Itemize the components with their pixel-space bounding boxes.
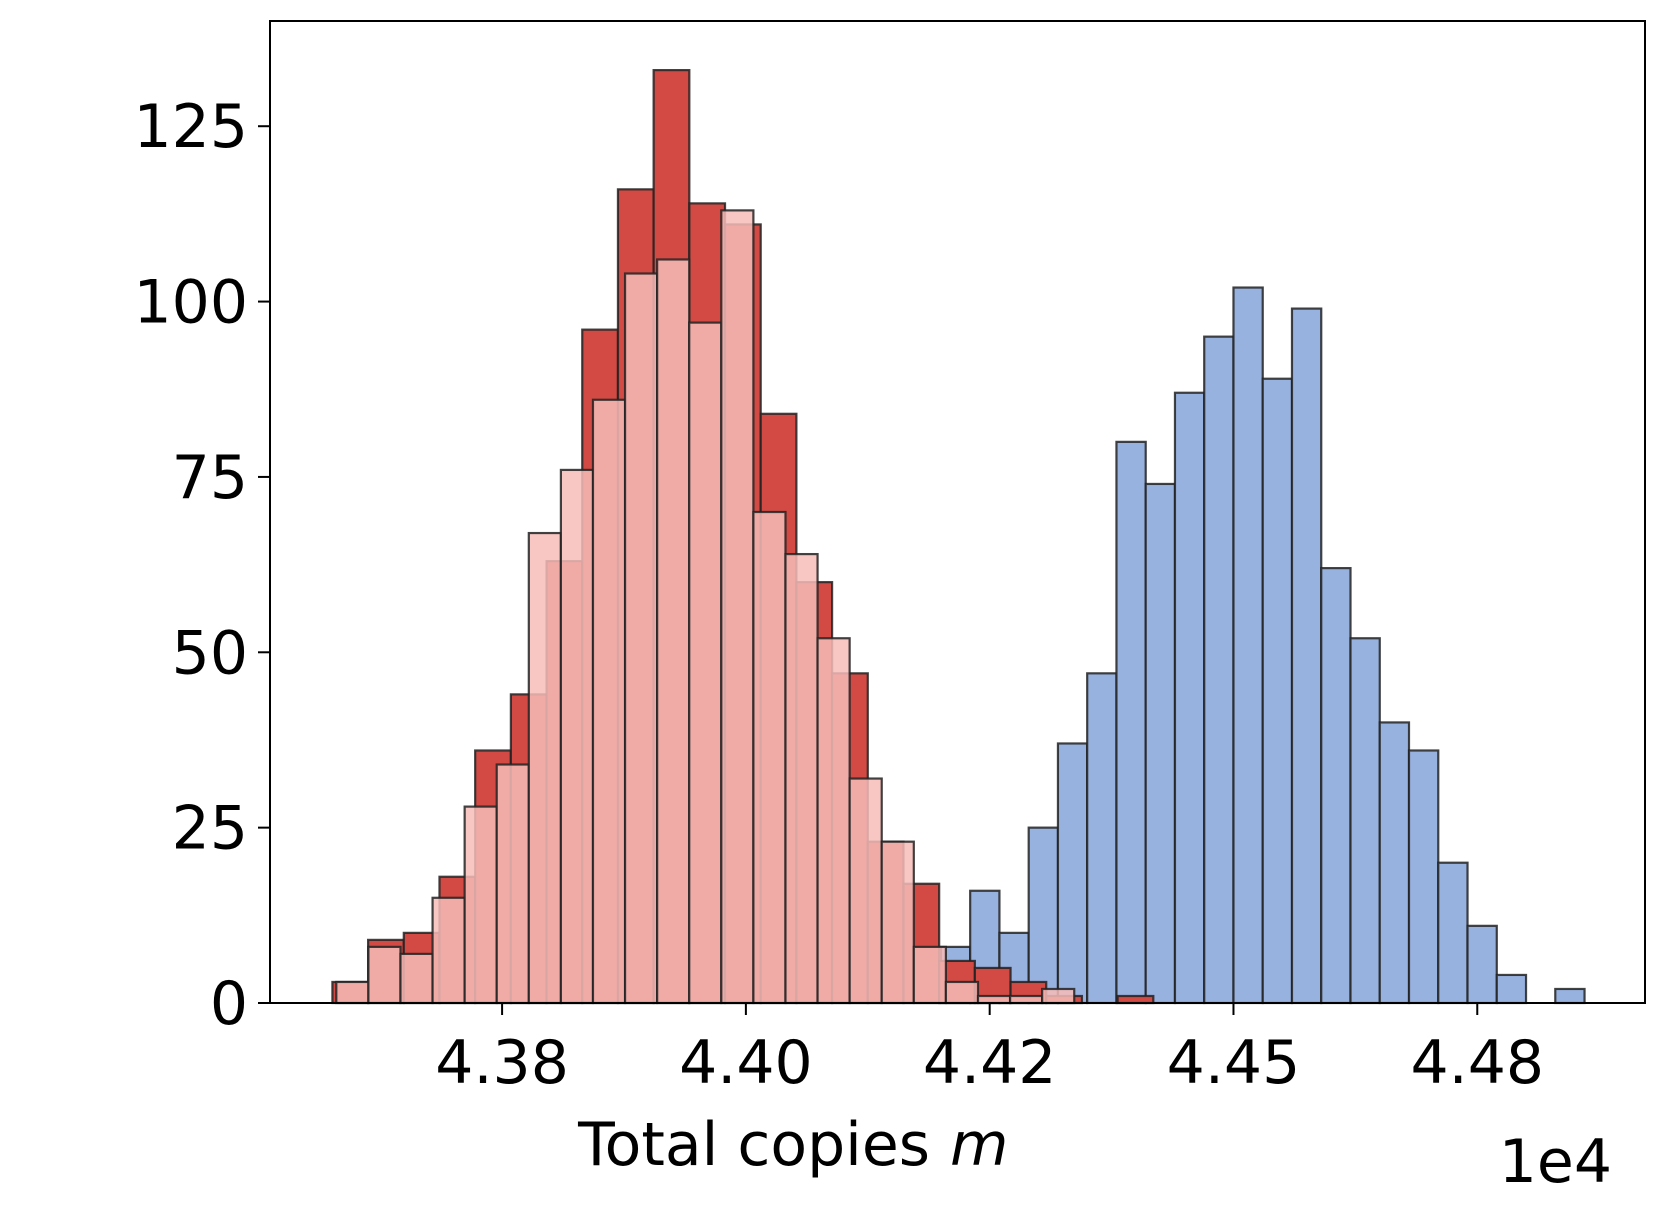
histogram-bar (1008, 994, 1044, 1005)
histogram-bar (1407, 749, 1440, 1005)
histogram-bar (495, 763, 530, 1005)
histogram-bar (880, 840, 915, 1005)
histogram-bar (720, 209, 755, 1005)
x-tick-label: 4.40 (679, 1028, 813, 1098)
y-tick-label: 50 (172, 618, 248, 688)
histogram-bar (463, 805, 498, 1005)
histogram-bar (912, 945, 947, 1005)
histogram-bar (1554, 987, 1586, 1005)
histogram-bar (656, 258, 691, 1005)
histogram-bar (1144, 482, 1177, 1005)
histogram-bar (591, 398, 627, 1005)
histogram-bar (399, 952, 434, 1005)
x-tick-label: 4.48 (1410, 1028, 1544, 1098)
histogram-bar (1290, 307, 1323, 1005)
y-tick-label: 75 (172, 443, 248, 513)
histogram-bar (784, 552, 819, 1005)
x-offset-label: 1e4 (1499, 1127, 1612, 1197)
histogram-bar (1086, 672, 1118, 1005)
histogram-bar (1041, 987, 1076, 1005)
histogram-bar (367, 945, 402, 1005)
histogram-bar (1320, 567, 1352, 1005)
histogram-bar (1466, 924, 1498, 1005)
histogram-bar (1261, 377, 1294, 1005)
histogram-bar (431, 896, 466, 1005)
histogram-bar (1115, 440, 1147, 1005)
x-tick-label: 4.38 (435, 1028, 569, 1098)
histogram-bar (816, 637, 851, 1005)
plot-frame (269, 20, 1646, 1004)
histogram-bar (976, 994, 1012, 1005)
histogram-bar (1495, 973, 1528, 1005)
histogram-bar (1378, 721, 1411, 1005)
histogram-bar (1173, 391, 1206, 1005)
histogram-bar (848, 777, 883, 1005)
y-tick-label: 100 (133, 268, 248, 338)
histogram-bar (1437, 861, 1469, 1005)
y-tick-label: 125 (133, 92, 248, 162)
histogram-bar (1203, 335, 1235, 1005)
histogram-bar (1116, 994, 1155, 1005)
x-axis-label: Total copies (577, 1110, 930, 1180)
histogram-bar (1027, 826, 1060, 1005)
y-tick-label: 0 (210, 969, 248, 1039)
histogram-bar (1056, 742, 1089, 1005)
x-axis-symbol: m (950, 1110, 1008, 1180)
histogram-bar (527, 531, 562, 1005)
x-tick-label: 4.42 (923, 1028, 1057, 1098)
histogram-bar (1349, 637, 1381, 1005)
histogram-bar (1232, 286, 1264, 1005)
histogram-bar (688, 321, 723, 1005)
y-tick-label: 25 (172, 794, 248, 864)
histogram-bar (944, 980, 980, 1005)
histogram-bar (335, 980, 370, 1005)
histogram-bar (623, 272, 659, 1005)
x-tick-label: 4.45 (1167, 1028, 1301, 1098)
histogram-bar (752, 510, 787, 1005)
histogram-bar (559, 468, 595, 1005)
